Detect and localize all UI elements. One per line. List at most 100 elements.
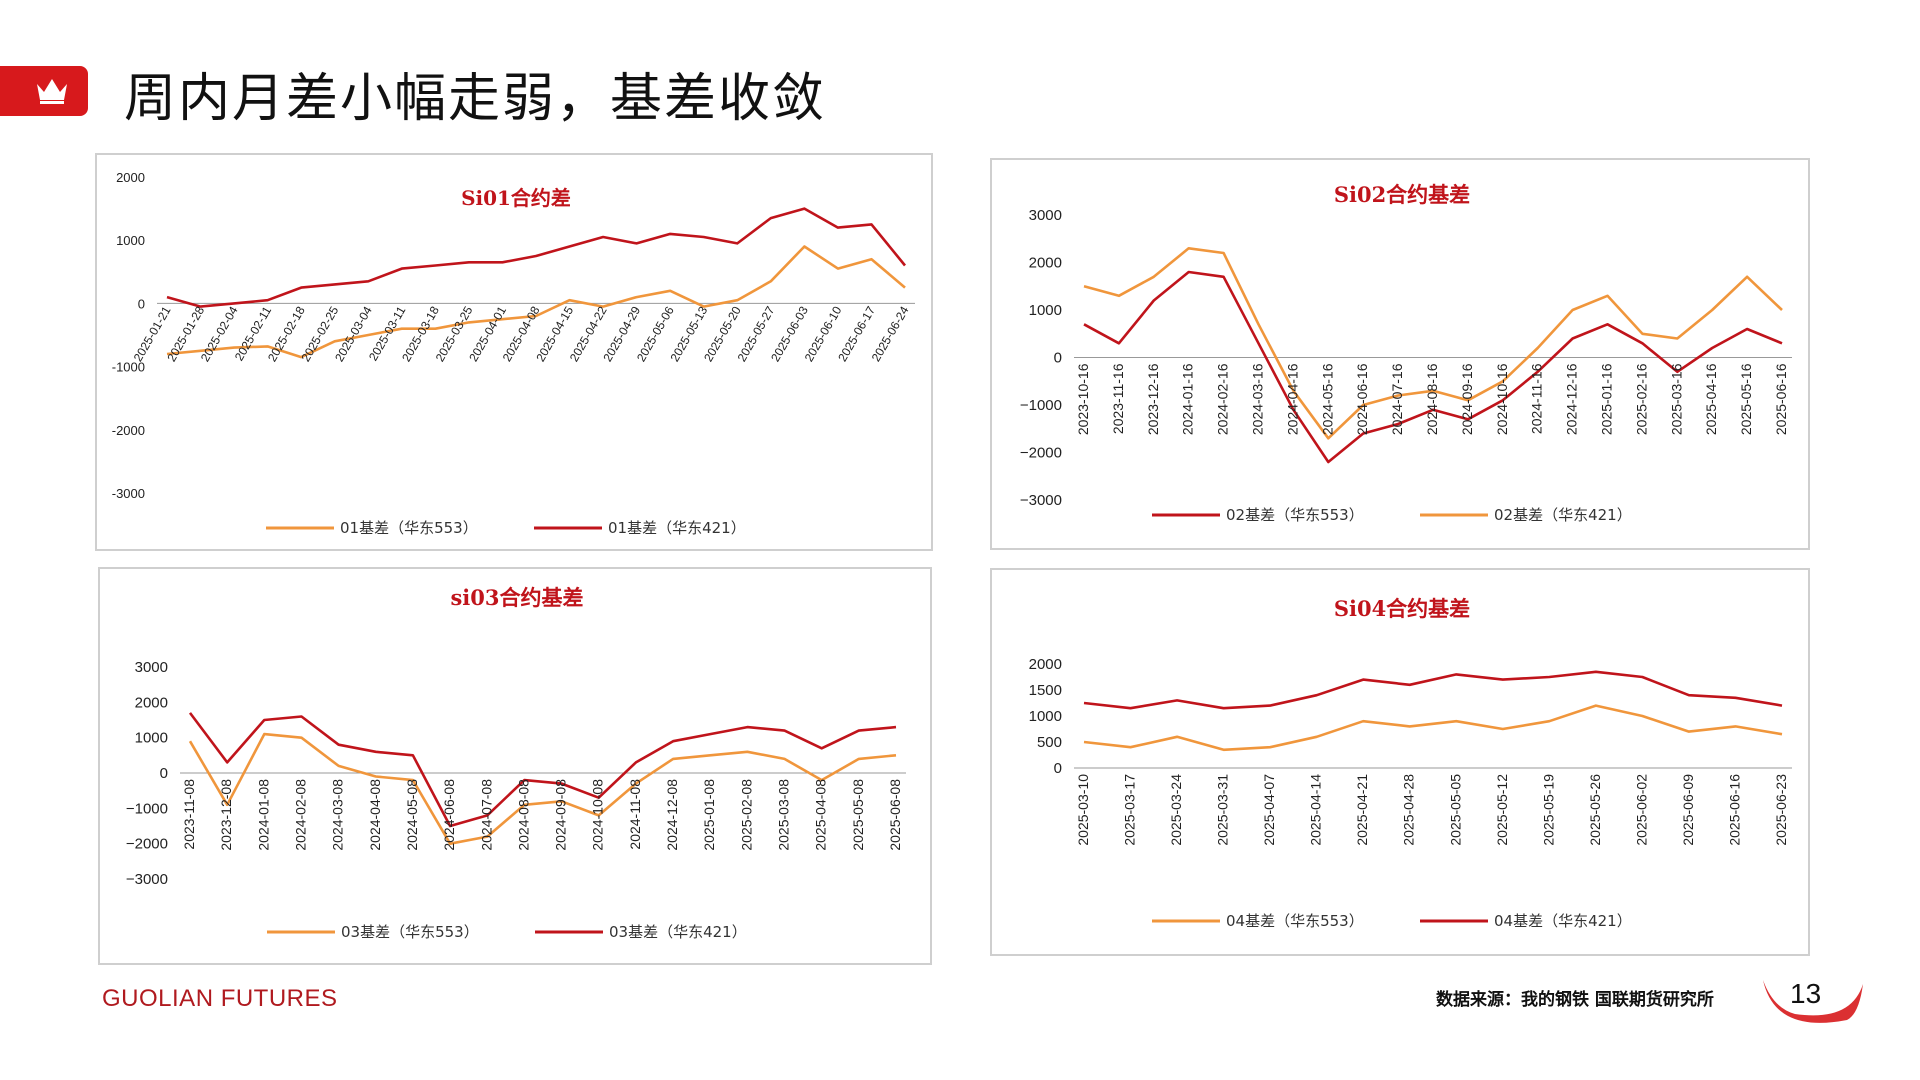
chart-panel-si03: si03合约基差 3000 2000 1000 0 −1000 −2000 −3000 2023…: [98, 567, 932, 965]
chart3-x-tick-label: 2025-03-08: [776, 779, 792, 851]
chart3-x-tick-label: 2024-07-08: [478, 779, 494, 851]
chart4-series-line-1: [1083, 704, 1783, 752]
chart2-x-tick-label: 2024-08-16: [1424, 363, 1440, 435]
chart4-y-tick-label: 1000: [1029, 708, 1062, 725]
chart3-legend-label-1: 03基差（华东553）: [341, 923, 479, 941]
chart3-x-tick-label: 2024-10-08: [590, 779, 606, 851]
chart2-x-tick-label: 2024-12-16: [1564, 363, 1580, 435]
chart2-legend-label-1: 02基差（华东553）: [1226, 506, 1364, 524]
chart2-title: Si02合约基差: [1334, 182, 1470, 207]
chart2-y-tick-label: −1000: [1020, 397, 1062, 414]
chart2-x-tick-label: 2023-12-16: [1145, 363, 1161, 435]
chart2-x-tick-label: 2024-05-16: [1319, 363, 1335, 435]
chart4-legend-label-1: 04基差（华东553）: [1226, 912, 1364, 930]
chart-si02: Si02合约基差 3000 2000 1000 0 −1000 −2000 −3000 2023…: [1020, 182, 1792, 524]
chart3-x-tick-label: 2023-12-08: [218, 779, 234, 851]
chart2-y-tick-label: 1000: [1029, 302, 1062, 319]
chart4-x-tick-label: 2025-06-09: [1680, 774, 1696, 846]
chart-panel-si04: Si04合约基差 2000 1500 1000 500 0 2025-03-10 2025-0…: [990, 568, 1810, 956]
chart4-y-tick-label: 1500: [1029, 682, 1062, 699]
chart4-x-tick-label: 2025-05-19: [1540, 774, 1556, 846]
chart4-legend-label-2: 04基差（华东421）: [1494, 912, 1632, 930]
chart1-series-line-2: [166, 207, 907, 308]
chart2-x-tick-label: 2023-10-16: [1075, 363, 1091, 435]
chart2-x-tick-label: 2024-10-16: [1494, 363, 1510, 435]
chart3-x-tick-label: 2025-01-08: [701, 779, 717, 851]
chart3-x-tick-label: 2024-02-08: [292, 779, 308, 851]
chart1-y-tick-label: 0: [138, 296, 145, 311]
chart4-title: Si04合约基差: [1334, 596, 1470, 621]
chart4-x-tick-label: 2025-03-31: [1215, 774, 1231, 846]
chart2-x-tick-label: 2025-03-16: [1668, 363, 1684, 435]
page-title: 周内月差小幅走弱，基差收敛: [124, 69, 827, 129]
chart1-y-tick-label: -2000: [112, 423, 145, 438]
chart2-x-tick-label: 2025-04-16: [1703, 363, 1719, 435]
chart1-title: Si01合约差: [461, 186, 571, 210]
chart3-x-tick-label: 2024-09-08: [553, 779, 569, 851]
chart4-series-line-2: [1083, 670, 1783, 710]
chart3-x-tick-label: 2024-01-08: [255, 779, 271, 851]
chart2-x-tick-label: 2025-06-16: [1773, 363, 1789, 435]
chart2-y-tick-label: −2000: [1020, 445, 1062, 462]
chart2-x-tick-label: 2024-02-16: [1215, 363, 1231, 435]
chart2-x-tick-label: 2024-04-16: [1284, 363, 1300, 435]
chart2-x-tick-label: 2024-11-16: [1529, 363, 1545, 434]
chart1-y-tick-label: 2000: [116, 170, 145, 185]
chart1-y-tick-label: -1000: [112, 360, 145, 375]
chart1-legend-label-2: 01基差（华东421）: [608, 519, 746, 537]
chart3-series-line-1: [188, 732, 897, 846]
chart4-x-tick-label: 2025-05-12: [1494, 774, 1510, 846]
chart4-y-tick-label: 500: [1037, 734, 1062, 751]
chart1-y-tick-label: 1000: [116, 233, 145, 248]
chart2-x-tick-label: 2023-11-16: [1110, 363, 1126, 434]
chart3-x-tick-label: 2024-05-08: [404, 779, 420, 851]
chart3-x-tick-label: 2024-06-08: [441, 779, 457, 851]
chart3-x-tick-label: 2024-11-08: [627, 779, 643, 850]
chart2-x-tick-label: 2025-01-16: [1599, 363, 1615, 435]
chart4-x-tick-label: 2025-04-07: [1261, 774, 1277, 846]
chart1-y-tick-label: -3000: [112, 486, 145, 501]
chart3-y-tick-label: −3000: [126, 871, 168, 888]
chart2-series-line-2: [1083, 247, 1783, 440]
page-number: 13: [1790, 978, 1822, 1009]
chart4-x-tick-label: 2025-06-23: [1773, 774, 1789, 846]
chart3-y-tick-label: 3000: [135, 659, 168, 676]
chart4-y-tick-label: 0: [1054, 760, 1062, 777]
chart3-series-line-2: [188, 712, 897, 828]
chart2-y-tick-label: 0: [1054, 350, 1062, 367]
chart2-x-tick-label: 2024-03-16: [1250, 363, 1266, 435]
chart-si01: Si01合约差200010000-1000-2000-30002025-01-2…: [112, 170, 915, 537]
chart-si04: Si04合约基差 2000 1500 1000 500 0 2025-03-10 2025-0…: [1029, 596, 1792, 930]
chart4-x-tick-label: 2025-03-17: [1122, 774, 1138, 846]
chart2-y-tick-label: −3000: [1020, 492, 1062, 509]
chart2-x-tick-label: 2024-09-16: [1459, 363, 1475, 435]
chart4-x-tick-label: 2025-04-21: [1354, 774, 1370, 846]
chart1-series-line-1: [166, 245, 906, 359]
page-swoosh-icon: [1763, 980, 1863, 1023]
chart4-x-tick-label: 2025-06-02: [1633, 774, 1649, 846]
chart3-y-tick-label: −2000: [126, 836, 168, 853]
header-badge: [0, 66, 88, 116]
brand-logo-text: GUOLIAN FUTURES: [102, 985, 338, 1012]
chart-si03: si03合约基差 3000 2000 1000 0 −1000 −2000 −3000 2023…: [126, 585, 906, 941]
chart3-x-tick-label: 2023-11-08: [181, 779, 197, 850]
chart2-x-tick-label: 2024-01-16: [1180, 363, 1196, 435]
data-source: 数据来源：我的钢铁 国联期货研究所: [1436, 990, 1714, 1010]
chart-panel-si01: Si01合约差 2000 1000 0 -1000 -2000 -3000 2025-01-2…: [95, 153, 933, 551]
chart2-y-tick-label: 3000: [1029, 207, 1062, 224]
chart4-x-tick-label: 2025-05-05: [1447, 774, 1463, 846]
chart3-x-tick-label: 2025-04-08: [813, 779, 829, 851]
chart3-y-tick-label: −1000: [126, 800, 168, 817]
chart2-legend-label-2: 02基差（华东421）: [1494, 506, 1632, 524]
chart2-x-tick-label: 2024-07-16: [1389, 363, 1405, 435]
chart4-x-tick-label: 2025-06-16: [1726, 774, 1742, 846]
chart-panel-si02: Si02合约基差 3000 2000 1000 0 −1000 −2000 −3000 2023…: [990, 158, 1810, 550]
chart3-legend-label-2: 03基差（华东421）: [609, 923, 747, 941]
chart2-x-tick-label: 2025-05-16: [1738, 363, 1754, 435]
chart1-legend-label-1: 01基差（华东553）: [340, 519, 478, 537]
chart2-y-tick-label: 2000: [1029, 255, 1062, 272]
chart3-x-tick-label: 2025-06-08: [887, 779, 903, 851]
chart3-x-tick-label: 2024-08-08: [515, 779, 531, 851]
chart3-x-tick-label: 2025-02-08: [738, 779, 754, 851]
chart4-x-tick-label: 2025-04-14: [1308, 774, 1324, 846]
